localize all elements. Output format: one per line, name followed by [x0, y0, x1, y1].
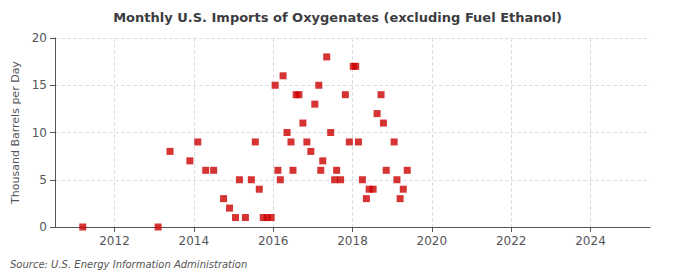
svg-text:2012: 2012 [99, 234, 130, 248]
svg-text:2014: 2014 [179, 234, 210, 248]
svg-text:15: 15 [32, 78, 47, 92]
svg-text:2024: 2024 [575, 234, 606, 248]
svg-text:2016: 2016 [258, 234, 289, 248]
svg-text:5: 5 [39, 173, 47, 187]
svg-text:2020: 2020 [417, 234, 448, 248]
svg-text:2018: 2018 [337, 234, 368, 248]
svg-text:20: 20 [32, 31, 47, 45]
svg-text:2022: 2022 [496, 234, 527, 248]
svg-text:Source: U.S. Energy Informatio: Source: U.S. Energy Information Administ… [10, 259, 247, 270]
svg-text:10: 10 [32, 126, 47, 140]
svg-text:Monthly U.S. Imports of Oxygen: Monthly U.S. Imports of Oxygenates (excl… [113, 10, 562, 25]
svg-text:0: 0 [39, 220, 47, 234]
svg-text:Thousand Barrels per Day: Thousand Barrels per Day [9, 61, 22, 205]
